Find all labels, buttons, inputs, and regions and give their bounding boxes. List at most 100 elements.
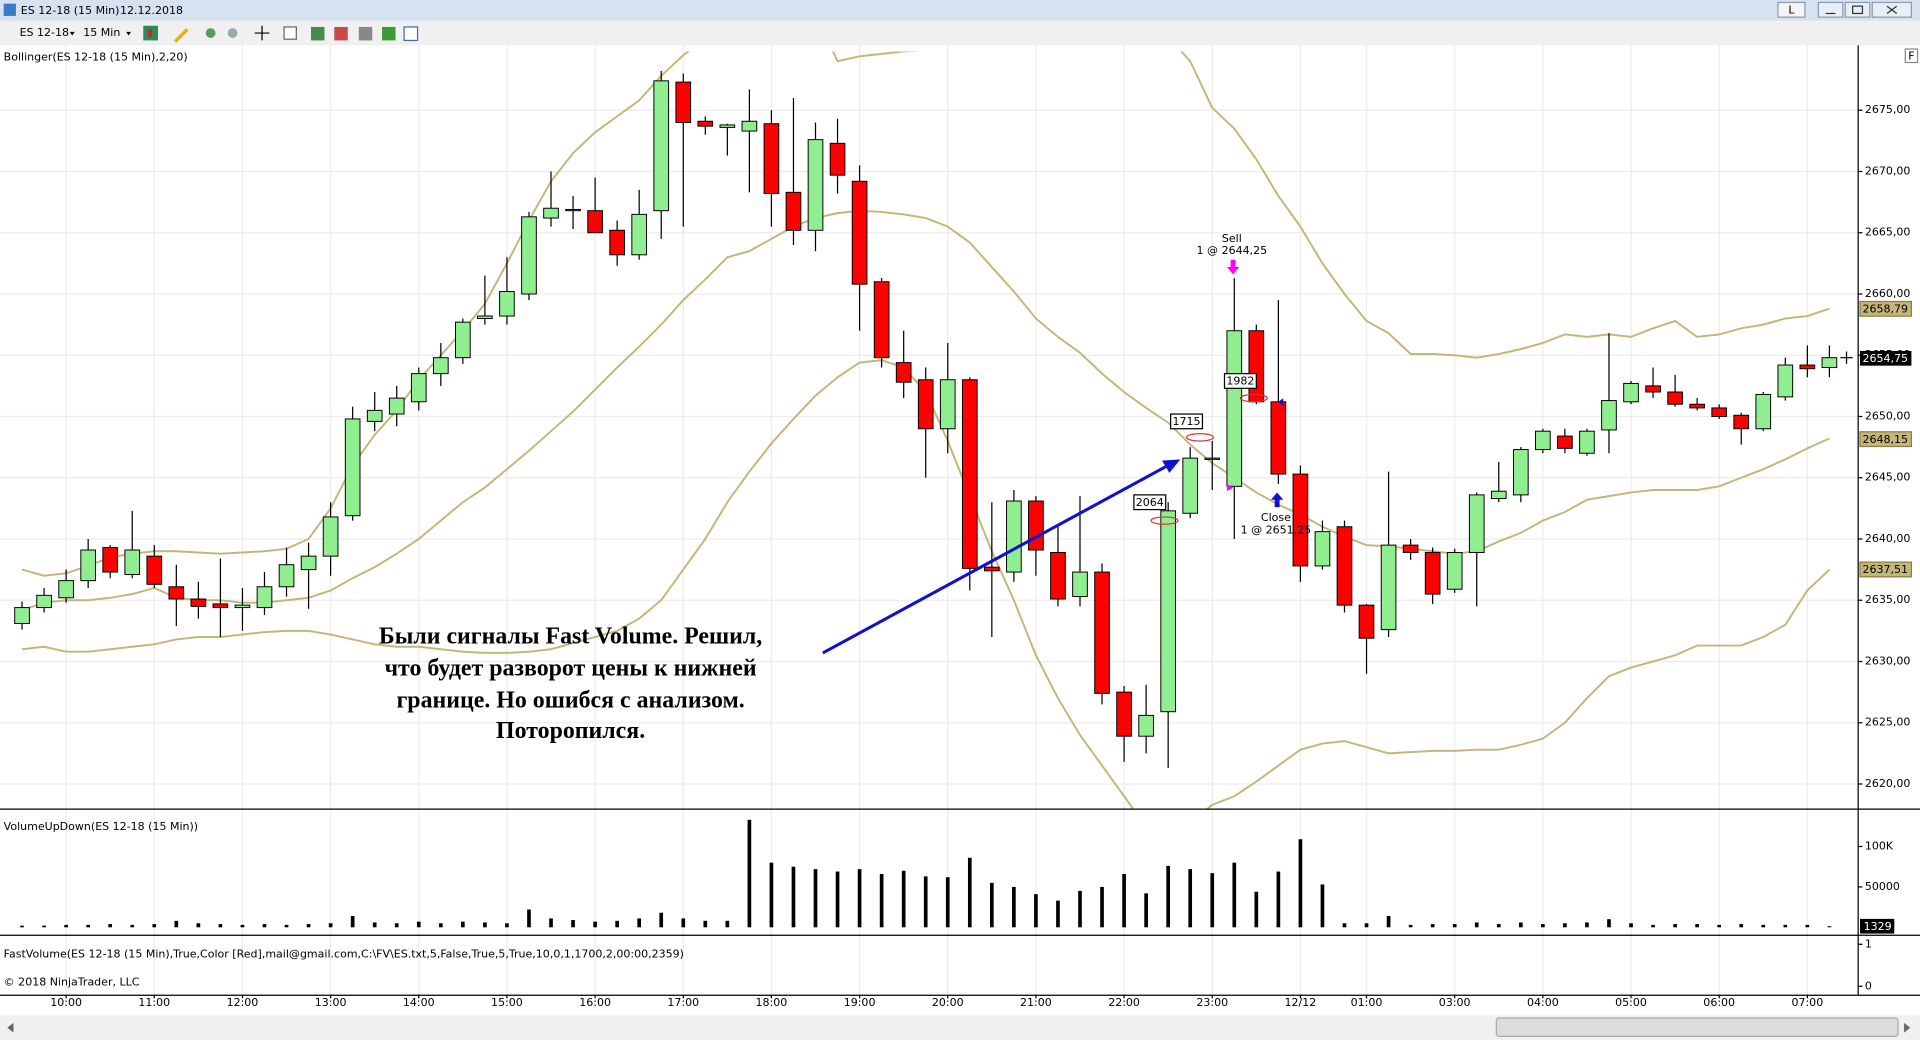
window-title: ES 12-18 (15 Min): [21, 4, 120, 17]
interval-select[interactable]: 15 Min: [83, 26, 120, 39]
x-tick-label: 22:00: [1108, 996, 1140, 1009]
volume-bar: [1166, 865, 1170, 928]
comment-line: Поторопился.: [496, 718, 645, 744]
candle-body: [873, 281, 890, 359]
y-tick-label: 0: [1865, 979, 1872, 992]
y-tick-label: 2675,00: [1865, 103, 1911, 116]
x-tick-label: 01:00: [1351, 996, 1383, 1009]
candle-body: [1645, 385, 1661, 393]
candle-body: [1006, 500, 1022, 573]
drawn-arrow: [822, 465, 1167, 655]
candle-body: [939, 379, 956, 430]
volume-bar: [350, 915, 355, 928]
volume-bar: [1673, 924, 1677, 928]
candle-body: [234, 604, 251, 609]
candle-body: [1689, 403, 1705, 409]
candle-body: [1138, 714, 1154, 737]
volume-bar: [593, 921, 597, 928]
y-tick-label: 2645,00: [1865, 471, 1911, 484]
candle-body: [1358, 604, 1375, 639]
volume-bar: [1298, 839, 1303, 928]
window-date: 12.12.2018: [120, 4, 183, 17]
volume-bar: [42, 925, 46, 928]
window-controls: [1817, 1, 1913, 18]
volume-bar: [1783, 924, 1788, 928]
volume-bar: [438, 923, 443, 928]
candle-body: [146, 555, 163, 585]
volume-bar: [747, 819, 752, 928]
sell-marker: [1226, 483, 1234, 492]
candle-body: [168, 586, 185, 600]
volume-bar: [262, 924, 267, 928]
candle-body: [1711, 407, 1728, 417]
signal-box: [1133, 494, 1167, 511]
comment-line: Были сигналы Fast Volume. Решил,: [379, 624, 762, 650]
volume-bar: [1805, 924, 1810, 928]
volume-bar: [945, 877, 950, 928]
volume-bar: [923, 876, 928, 928]
candle-body: [1446, 551, 1463, 590]
close-label: Close: [1261, 511, 1291, 524]
x-tick-label: 19:00: [844, 996, 876, 1009]
volume-bar: [681, 918, 686, 928]
last-volume-label: 1329: [1864, 920, 1892, 933]
scroll-left[interactable]: [7, 1022, 14, 1033]
volume-bar: [857, 869, 862, 928]
candle-body: [388, 397, 405, 415]
candle-body: [609, 229, 625, 256]
volume-bar: [769, 862, 774, 928]
y-tick-label: 100K: [1865, 839, 1894, 852]
scroll-thumb[interactable]: [1495, 1017, 1899, 1037]
volume-bar: [615, 920, 619, 928]
candle-body: [1028, 500, 1044, 551]
signal-box: [1170, 413, 1204, 430]
price-plot: [14, 51, 1838, 809]
volume-bar: [20, 925, 24, 928]
candle-body: [543, 207, 559, 219]
candle-body: [278, 564, 295, 588]
fast-volume-label: FastVolume(ES 12-18 (15 Min),True,Color …: [4, 947, 684, 960]
candle-body: [499, 291, 515, 317]
last-price-box: [1860, 350, 1912, 366]
volume-bar: [1474, 922, 1479, 928]
minimize[interactable]: [1817, 1, 1844, 18]
sell-detail: 1 @ 2644,25: [1197, 244, 1268, 257]
candle-body: [212, 603, 229, 609]
volume-bar: [1496, 924, 1501, 928]
x-tick-label: 13:00: [315, 996, 347, 1009]
candle-body: [1667, 391, 1683, 405]
volume-bar: [372, 922, 377, 928]
scroll-right[interactable]: [1904, 1022, 1911, 1033]
candle-body: [1402, 544, 1419, 553]
candle-body: [1799, 364, 1816, 370]
signal-label: 2064: [1136, 496, 1164, 509]
x-tick-label: 14:00: [403, 996, 435, 1009]
toolbar-icons[interactable]: [143, 25, 419, 43]
last-volume-box: [1860, 918, 1895, 934]
last-value-box: [1859, 431, 1913, 448]
app-icon: [3, 3, 16, 16]
candle-body: [1116, 691, 1132, 737]
annotations: 2064 1715 1982 Sell 1 @ 2644,25 Close 1 …: [379, 232, 1853, 744]
candle-body: [1270, 401, 1287, 475]
signal-label: 1715: [1173, 415, 1201, 428]
signal-ellipse: [1185, 433, 1215, 442]
candle-body: [190, 598, 207, 607]
volume-bar: [1739, 924, 1744, 928]
volume-bar: [284, 924, 289, 928]
candle-body: [785, 191, 802, 231]
candle-body: [1160, 510, 1176, 713]
volume-bar: [461, 921, 465, 928]
candle-body: [697, 120, 714, 127]
volume-bar: [1452, 924, 1457, 928]
restore[interactable]: [1844, 1, 1871, 18]
panel-button[interactable]: [1904, 48, 1919, 64]
volume-bar: [130, 924, 135, 928]
volume-bar: [1342, 923, 1347, 928]
l-button[interactable]: [1777, 1, 1806, 18]
x-tick-label: 23:00: [1196, 996, 1228, 1009]
x-tick-label: 03:00: [1439, 996, 1471, 1009]
close-marker: [1278, 398, 1284, 406]
instrument-select[interactable]: ES 12-18: [20, 26, 69, 39]
candle-body: [1512, 449, 1529, 496]
